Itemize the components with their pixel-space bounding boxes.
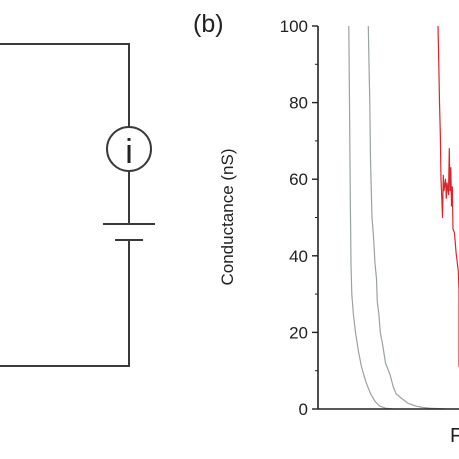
circuit-diagram <box>0 43 155 367</box>
conductance-chart: 0 20 40 60 80 100 Conductance (nS) F <box>218 17 459 447</box>
y-tick-label-20: 20 <box>289 323 308 342</box>
panel-label: (b) <box>193 10 224 38</box>
conductance-trace-3 <box>437 25 459 367</box>
conductance-trace-1 <box>348 25 394 410</box>
y-axis-label: Conductance (nS) <box>218 148 237 285</box>
wire-bottom <box>0 240 130 367</box>
y-tick-label-40: 40 <box>289 247 308 266</box>
series-layer <box>348 25 459 410</box>
ammeter-label: i <box>125 133 133 171</box>
wire-top <box>0 43 130 127</box>
y-tick-label-80: 80 <box>289 94 308 113</box>
y-tick-label-60: 60 <box>289 170 308 189</box>
x-axis-label-partial: F <box>450 425 459 447</box>
y-ticks: 0 20 40 60 80 100 <box>280 17 318 419</box>
y-tick-label-100: 100 <box>280 17 308 36</box>
y-tick-label-0: 0 <box>299 400 308 419</box>
conductance-trace-2 <box>367 25 446 410</box>
